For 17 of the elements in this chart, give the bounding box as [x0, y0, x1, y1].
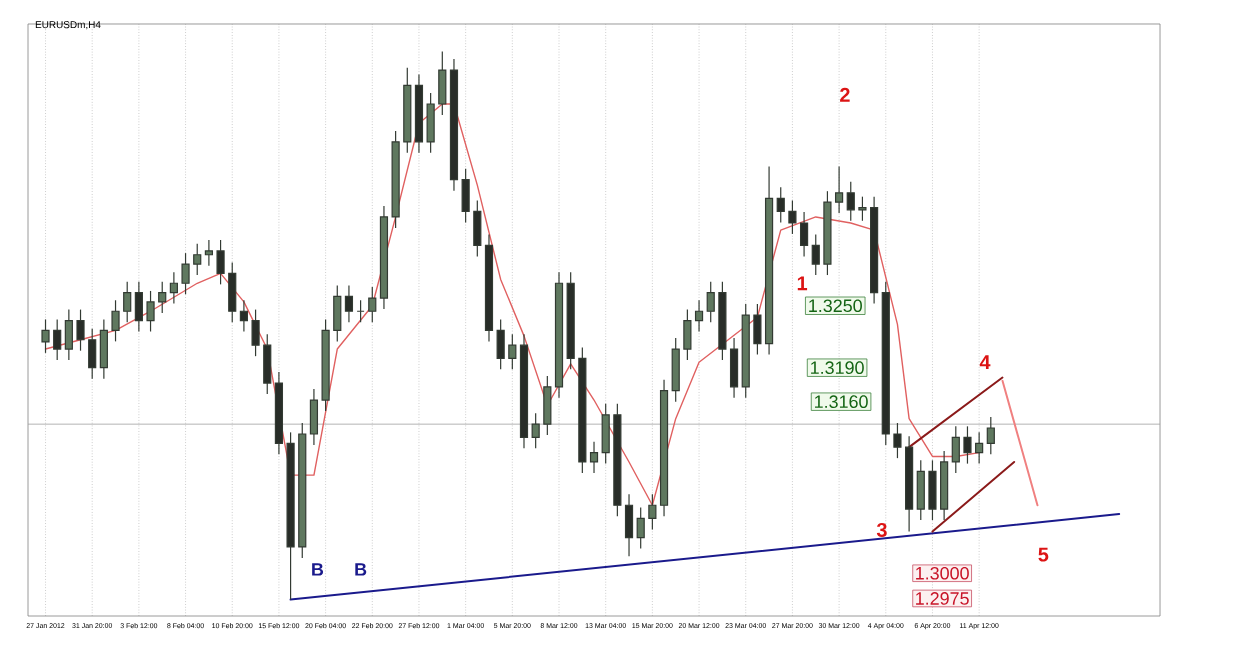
candlestick	[484, 233, 494, 342]
annotation: 2	[840, 87, 850, 102]
annotation: B	[312, 563, 324, 576]
annotation: B	[355, 563, 367, 576]
annotation: 1.3250	[809, 299, 862, 313]
annotation: 1.3000	[916, 566, 969, 580]
annotation: 1.3160	[815, 395, 868, 409]
annotation: 4	[979, 355, 991, 370]
annotation: 3	[876, 522, 887, 537]
annotation: 1.2975	[916, 592, 969, 605]
annotation: 5	[1038, 547, 1049, 562]
candlestick	[554, 271, 564, 399]
annotation: 1.3190	[811, 361, 864, 375]
candlestick	[344, 284, 354, 323]
candlestick	[519, 333, 529, 449]
candlestick	[589, 441, 599, 474]
annotation: 1	[797, 276, 808, 291]
